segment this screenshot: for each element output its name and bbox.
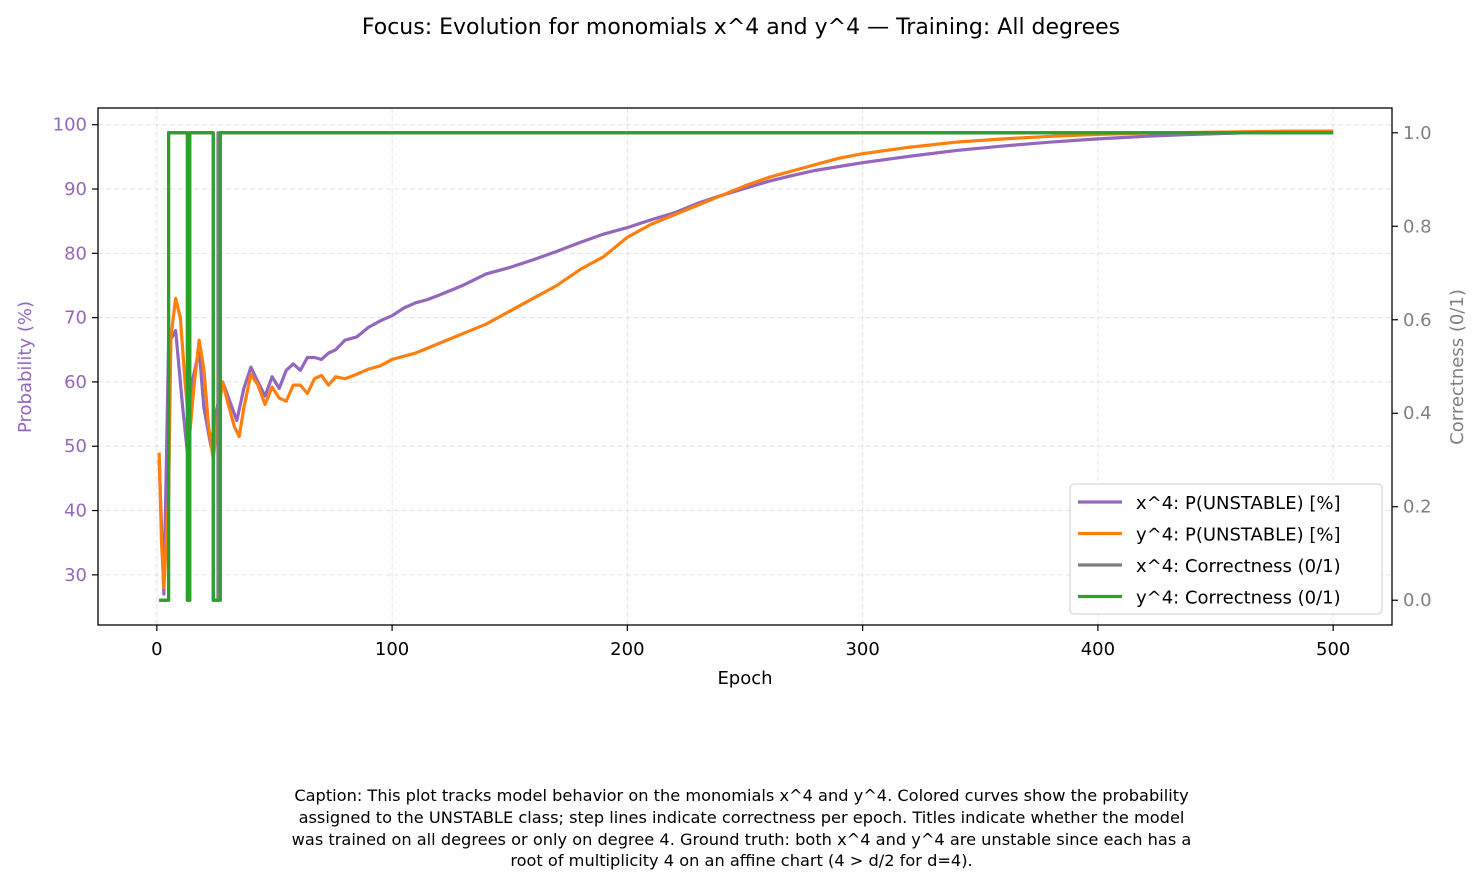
legend-label: x^4: P(UNSTABLE) [%] bbox=[1136, 493, 1340, 514]
y-tick-label-right: 0.2 bbox=[1403, 497, 1432, 518]
series-line-y-4-p-unstable bbox=[157, 129, 1334, 590]
legend: x^4: P(UNSTABLE) [%] y^4: P(UNSTABLE) [%]… bbox=[1069, 483, 1383, 615]
caption-line: was trained on all degrees or only on de… bbox=[291, 829, 1192, 849]
series-line-y-4-correctness-0-1 bbox=[159, 131, 1334, 602]
legend-label: y^4: P(UNSTABLE) [%] bbox=[1136, 525, 1340, 546]
x-axis: 0 100 200 300 400 500 bbox=[151, 625, 1350, 660]
y-tick-label-left: 50 bbox=[64, 436, 87, 457]
y-tick-label-left: 60 bbox=[64, 372, 87, 393]
y-tick-label-right: 0.4 bbox=[1403, 403, 1432, 424]
y-tick-label-right: 0.6 bbox=[1403, 310, 1432, 331]
y-tick-label-left: 40 bbox=[64, 501, 87, 522]
grid bbox=[98, 108, 1392, 625]
y-tick-label-right: 0.0 bbox=[1403, 590, 1432, 611]
plot-lines bbox=[157, 129, 1334, 602]
y-tick-label-right: 0.8 bbox=[1403, 216, 1432, 237]
y-tick-label-left: 30 bbox=[64, 565, 87, 586]
x-tick-label: 0 bbox=[151, 639, 162, 660]
caption-line: assigned to the UNSTABLE class; step lin… bbox=[298, 807, 1185, 827]
x-tick-label: 100 bbox=[375, 639, 409, 660]
caption: Caption: This plot tracks model behavior… bbox=[140, 785, 1343, 872]
y-tick-label-left: 100 bbox=[53, 115, 87, 136]
y-axis-right: 0.0 0.2 0.4 0.6 0.8 1.0 bbox=[1392, 123, 1432, 611]
caption-line: root of multiplicity 4 on an affine char… bbox=[510, 851, 973, 871]
y-tick-label-left: 90 bbox=[64, 179, 87, 200]
x-tick-label: 500 bbox=[1316, 639, 1350, 660]
legend-label: x^4: Correctness (0/1) bbox=[1136, 556, 1341, 577]
plot-frame bbox=[97, 107, 1393, 626]
x-axis-label: Epoch bbox=[717, 668, 772, 689]
chart-title: Focus: Evolution for monomials x^4 and y… bbox=[362, 15, 1120, 40]
x-tick-label: 400 bbox=[1081, 639, 1115, 660]
legend-label: y^4: Correctness (0/1) bbox=[1136, 588, 1341, 609]
x-tick-label: 300 bbox=[845, 639, 879, 660]
y-tick-label-right: 1.0 bbox=[1403, 123, 1432, 144]
y-axis-left: 30 40 50 60 70 80 90 100 bbox=[53, 115, 98, 586]
y-axis-left-label: Probability (%) bbox=[15, 301, 36, 433]
caption-line: Caption: This plot tracks model behavior… bbox=[294, 786, 1189, 805]
y-tick-label-left: 70 bbox=[64, 308, 87, 329]
legend-box bbox=[1069, 483, 1383, 615]
y-axis-right-label: Correctness (0/1) bbox=[1447, 289, 1468, 445]
x-tick-label: 200 bbox=[610, 639, 644, 660]
y-tick-label-left: 80 bbox=[64, 243, 87, 264]
